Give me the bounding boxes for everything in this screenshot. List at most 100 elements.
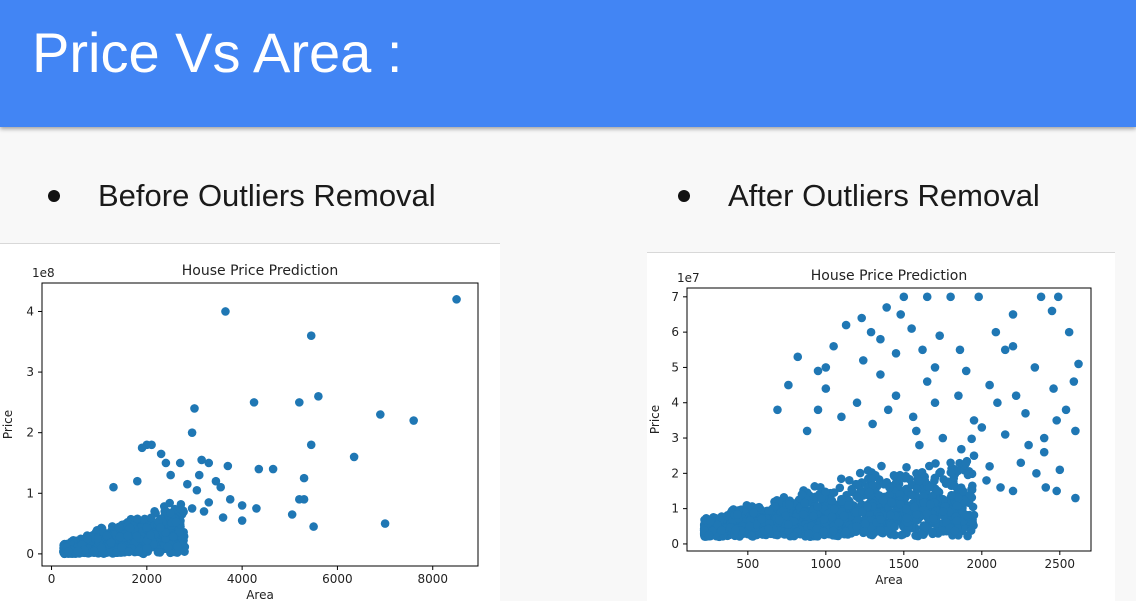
data-point [1071, 493, 1080, 503]
bullet-dot-icon [678, 190, 690, 202]
data-point [920, 476, 930, 486]
data-point [1071, 426, 1080, 436]
data-point [146, 513, 156, 523]
data-point [946, 458, 955, 468]
data-point [885, 483, 894, 492]
data-point [254, 464, 264, 474]
data-point [133, 514, 142, 524]
data-point [947, 490, 956, 500]
data-point [969, 451, 979, 460]
data-point [376, 410, 385, 419]
chart-title: House Price Prediction [182, 263, 338, 279]
x-tick-label: 2000 [967, 557, 998, 571]
data-point [817, 494, 826, 503]
y-axis-offset-label: 1e8 [32, 266, 55, 280]
data-point [306, 440, 316, 450]
data-point [896, 499, 905, 509]
chart-svg-before: House Price Prediction 1e8 0 2000 4000 6000 80… [1, 263, 479, 601]
data-point [1069, 377, 1079, 386]
data-point [963, 470, 973, 480]
data-point [891, 391, 901, 400]
data-point [187, 428, 197, 437]
data-point [132, 531, 141, 541]
data-point [781, 511, 790, 521]
data-point [1024, 440, 1033, 450]
y-tick-label: 1 [671, 502, 679, 516]
data-point [774, 515, 784, 525]
data-point [704, 530, 714, 540]
data-point [827, 512, 837, 522]
data-point [1000, 430, 1010, 439]
data-point [895, 490, 905, 499]
data-point [991, 327, 1001, 337]
data-point [287, 510, 297, 519]
data-point [908, 412, 918, 422]
data-point [907, 324, 916, 333]
data-point [977, 423, 987, 432]
data-point [1064, 327, 1074, 337]
data-point [1030, 363, 1040, 372]
data-point [116, 543, 126, 552]
data-point [731, 525, 740, 535]
data-point [199, 507, 209, 516]
data-point [864, 487, 874, 497]
data-point [176, 500, 186, 509]
data-point [1011, 391, 1021, 400]
bullet-label: After Outliers Removal [728, 178, 1040, 213]
data-point [140, 514, 149, 524]
data-point [773, 530, 782, 540]
data-point [168, 532, 178, 541]
data-point [886, 510, 895, 520]
x-tick-label: 1500 [889, 557, 920, 571]
data-point [161, 458, 171, 468]
data-point [784, 520, 793, 529]
y-tick-label: 5 [671, 360, 679, 374]
data-point [133, 476, 142, 486]
data-point [857, 313, 867, 323]
data-point [930, 398, 940, 408]
data-point [747, 531, 756, 541]
data-point [237, 516, 247, 525]
data-point [706, 516, 715, 526]
data-point [1047, 306, 1057, 316]
y-tick-label: 2 [26, 426, 34, 440]
bullet-dot-icon [48, 190, 60, 202]
data-point [961, 459, 971, 468]
data-point [216, 482, 225, 492]
data-point [851, 507, 861, 517]
data-point [860, 526, 869, 536]
data-point [863, 466, 873, 475]
data-point [745, 521, 754, 531]
x-tick-label: 8000 [417, 572, 448, 586]
y-tick-label: 3 [671, 431, 679, 445]
data-point [938, 507, 948, 516]
data-point [1016, 458, 1026, 468]
data-point [912, 484, 922, 493]
data-point [930, 363, 940, 372]
data-point [844, 501, 853, 510]
y-tick-label: 0 [26, 547, 34, 561]
data-point [409, 416, 418, 425]
data-point [268, 464, 278, 474]
data-point [852, 492, 861, 501]
data-point [928, 528, 937, 537]
data-point [821, 384, 831, 393]
data-point [163, 542, 173, 552]
data-point [1008, 341, 1018, 351]
data-point [863, 502, 872, 512]
data-point [912, 509, 921, 519]
data-point [114, 522, 124, 532]
data-point [938, 433, 948, 443]
data-point [165, 498, 174, 508]
data-point [799, 510, 808, 519]
data-point [914, 476, 924, 486]
y-tick-label: 4 [671, 396, 679, 410]
data-point [851, 522, 861, 531]
data-point [830, 504, 839, 514]
bullet-after-removal: After Outliers Removal [678, 176, 1040, 216]
data-point [197, 455, 206, 465]
data-point [1041, 483, 1051, 492]
data-point [958, 486, 968, 496]
data-point [813, 405, 823, 415]
data-point [1032, 469, 1041, 478]
